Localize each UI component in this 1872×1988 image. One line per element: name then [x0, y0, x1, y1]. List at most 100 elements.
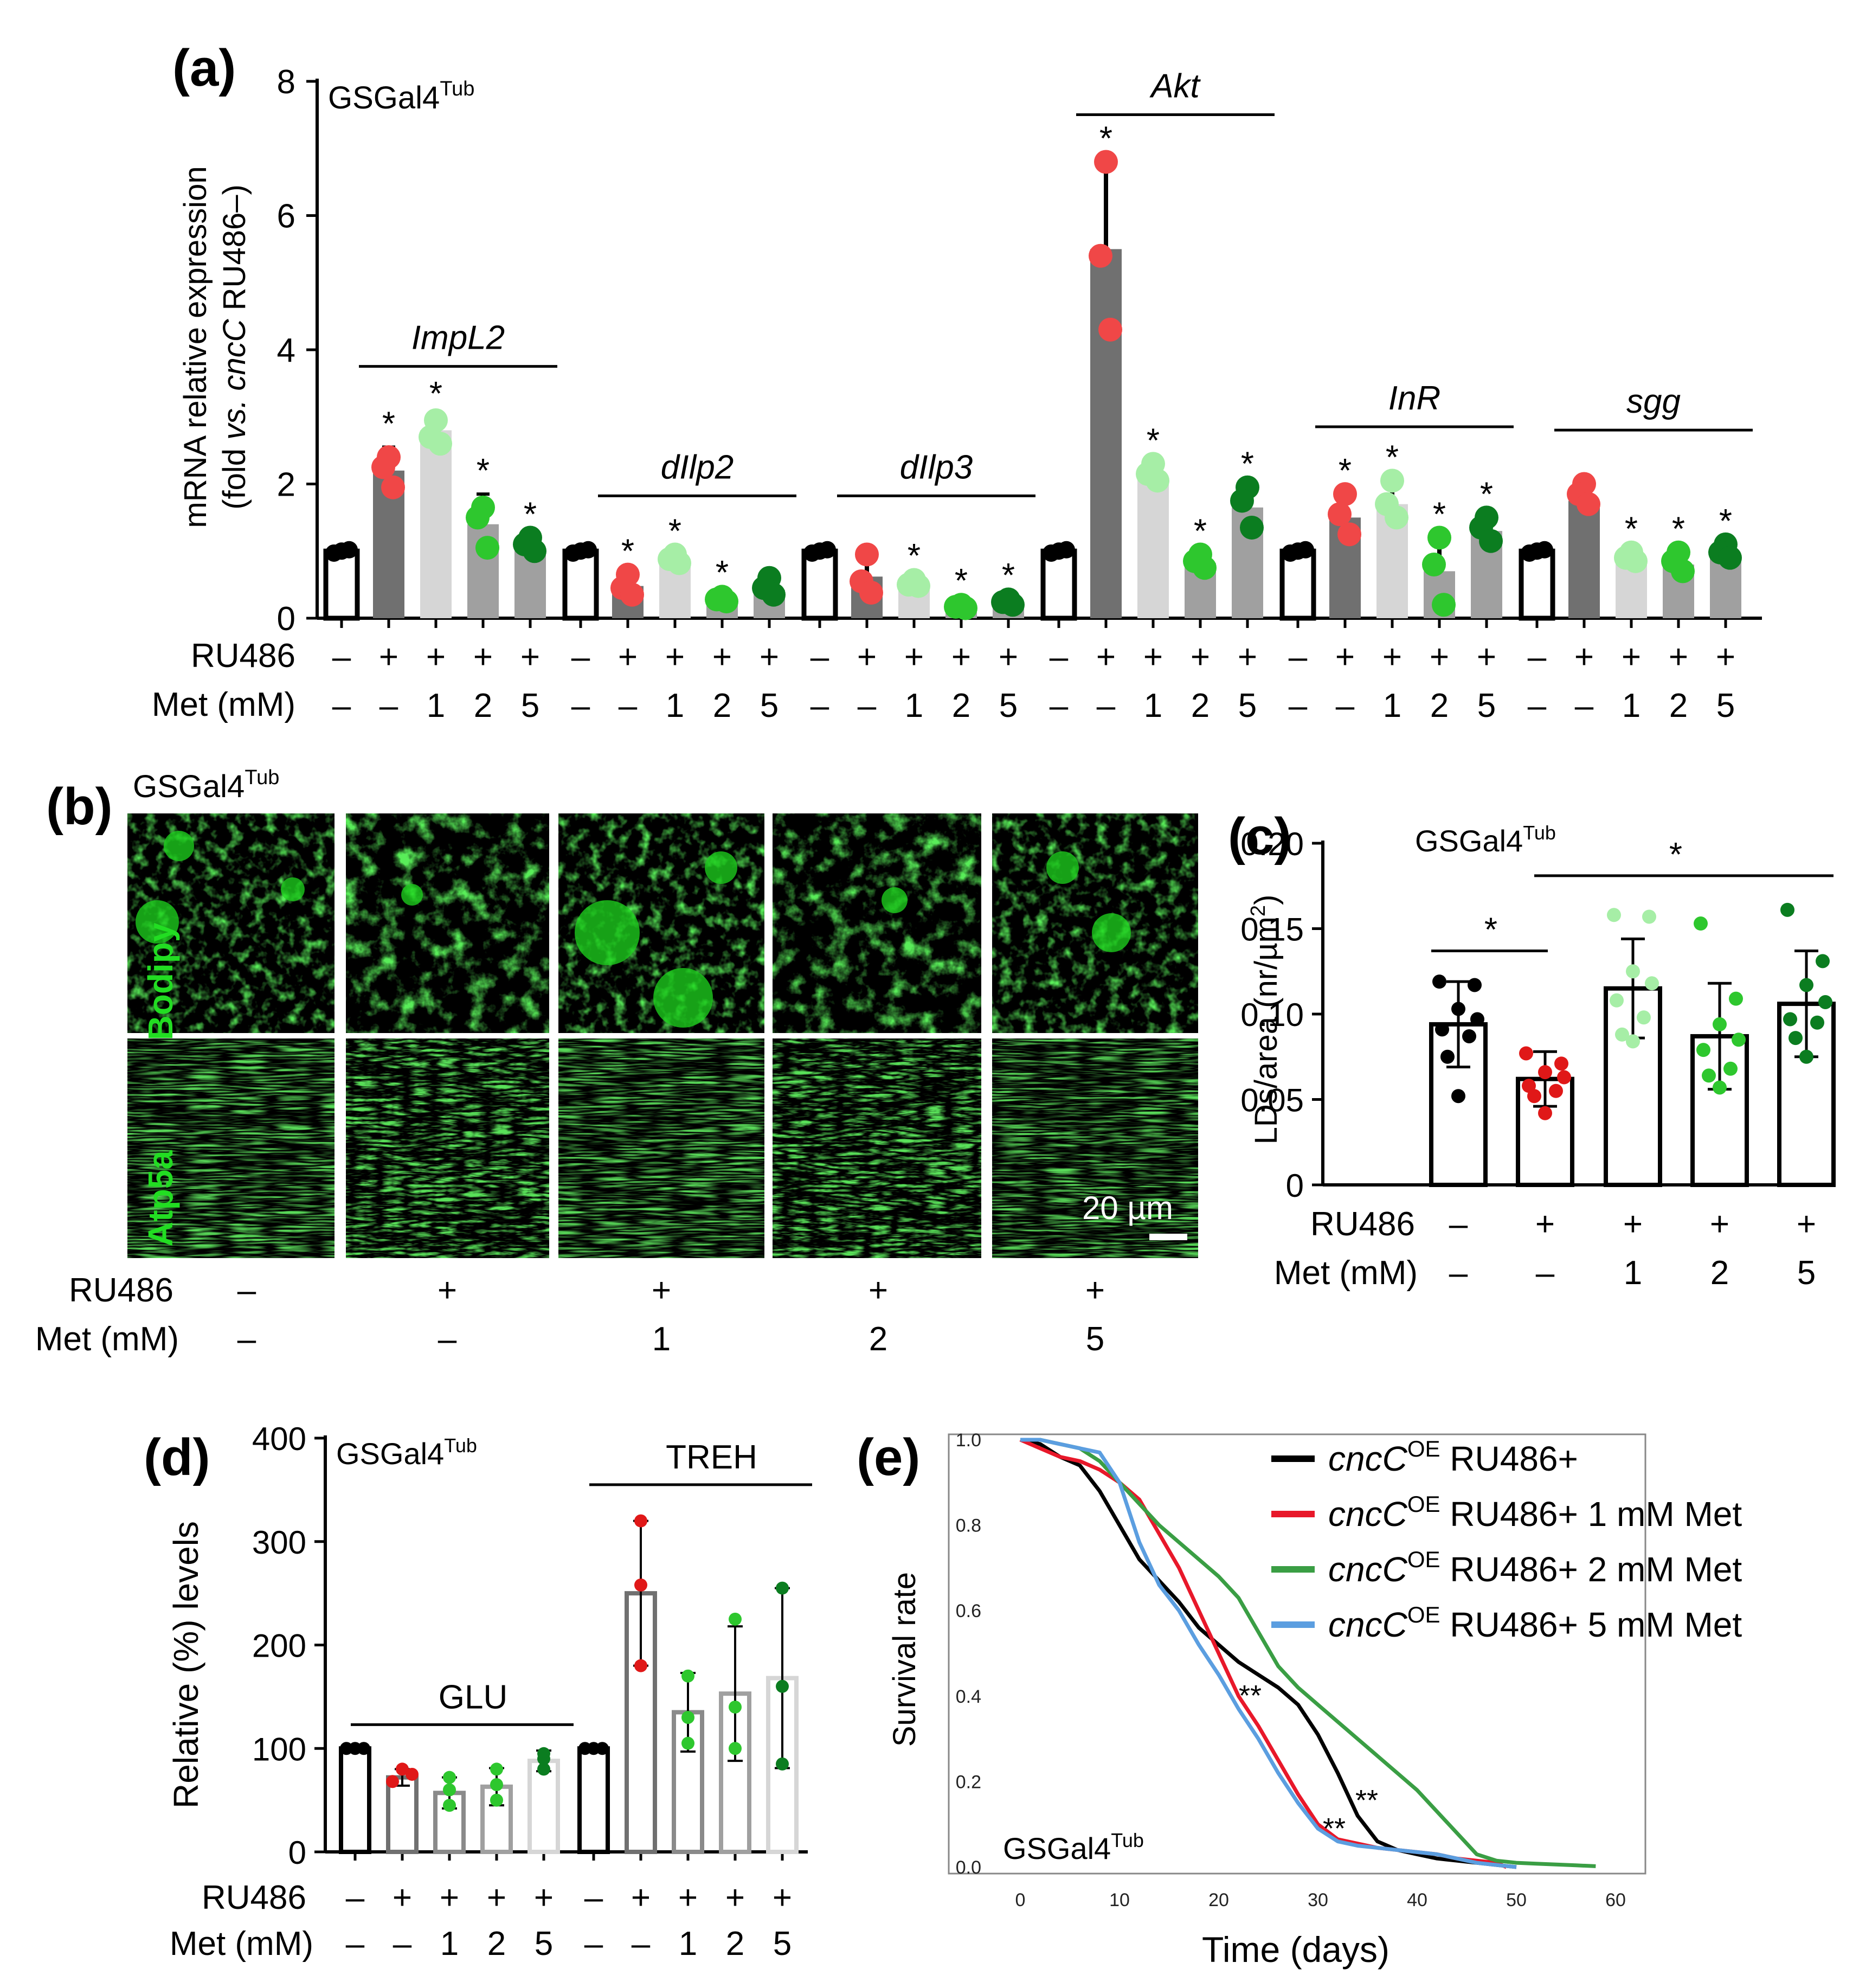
met-value: –	[1449, 1254, 1468, 1292]
significance-star: *	[668, 512, 681, 550]
panel-d-condition-rows: ––+–+1+2+5––+–+1+2+5	[346, 1879, 792, 1963]
data-point	[1440, 1049, 1455, 1064]
data-point	[1671, 559, 1695, 583]
met-value: 1	[652, 1320, 671, 1358]
panel-e-ytick-label: 0.8	[956, 1516, 981, 1536]
panel-e-xtick-label: 0	[1015, 1890, 1026, 1910]
panel-c-condition-rows: – – + – +1 +2 +5	[1449, 1205, 1816, 1292]
met-value: –	[632, 1925, 651, 1963]
ru486-value: +	[725, 1879, 745, 1916]
ru486-value: –	[584, 1879, 603, 1916]
panel-d-ytick-label: 200	[252, 1628, 306, 1664]
data-point	[1696, 1043, 1710, 1057]
data-point	[1607, 908, 1621, 922]
panel-a-ylabel: mRNA relative expression (fold vs. cncC …	[178, 166, 252, 528]
panel-a-condition-rows: ––+–+1+2+5––+–+1+2+5––+–+1+2+5––+–+1+2+5…	[332, 638, 1735, 724]
ru486-value: +	[1669, 638, 1688, 676]
panel-e-axis: 0 10 20 30 40 50 60 0.0 0.2 0.4 0.6 0.8 1.0	[956, 1430, 1626, 1910]
significance-star: *	[908, 537, 921, 575]
data-point	[1427, 525, 1451, 550]
data-point	[1380, 469, 1404, 493]
ru486-value: +	[1797, 1205, 1816, 1243]
bar	[1090, 249, 1122, 618]
lipid-droplet	[1092, 913, 1131, 952]
lipid-droplet	[164, 831, 194, 861]
data-point	[1626, 1034, 1640, 1049]
panel-b-scale-bar-label: 20 µm	[1082, 1190, 1173, 1226]
data-point	[1729, 991, 1743, 1006]
ru486-value: –	[1050, 638, 1069, 676]
ru486-value: +	[652, 1272, 671, 1309]
data-point	[1462, 1029, 1476, 1043]
data-point	[1451, 1002, 1465, 1016]
significance-star: *	[477, 452, 490, 490]
ru486-value: +	[473, 638, 493, 676]
data-point	[357, 1742, 370, 1755]
lipid-droplet	[653, 968, 713, 1028]
data-point	[1536, 541, 1553, 559]
panel-d-letter: (d)	[144, 1428, 210, 1486]
lipid-droplet	[401, 884, 423, 906]
ru486-value: +	[1382, 638, 1402, 676]
data-point	[1432, 974, 1446, 989]
data-point	[1799, 1049, 1813, 1064]
data-point	[1297, 541, 1314, 559]
data-point	[1818, 995, 1832, 1009]
ru486-value: +	[440, 1879, 459, 1916]
data-point	[1549, 1083, 1563, 1098]
met-value: 5	[1086, 1320, 1104, 1358]
panel-c-ytick-label: 0.05	[1240, 1082, 1304, 1119]
significance-star: *	[1386, 439, 1399, 476]
data-point	[1783, 1012, 1797, 1027]
bar	[323, 548, 360, 621]
significance-star: *	[524, 496, 537, 534]
data-point	[1240, 515, 1264, 540]
panel-d-ytick-label: 100	[252, 1731, 306, 1767]
legend-entry: cncCOE RU486+	[1328, 1436, 1578, 1478]
panel-e-ylabel: Survival rate	[887, 1572, 922, 1747]
met-value: 5	[1238, 687, 1257, 724]
group-label-GLU: GLU	[439, 1678, 507, 1716]
ru486-value: +	[1238, 638, 1257, 676]
met-value: –	[1289, 687, 1308, 724]
data-point	[681, 1711, 694, 1724]
data-point	[596, 1742, 609, 1755]
data-point	[580, 541, 597, 559]
panel-e-legend: cncCOE RU486+ cncCOE RU486+ 1 mM Met cncCO…	[1271, 1436, 1742, 1644]
ru486-value: +	[1191, 638, 1210, 676]
ru486-value: –	[1449, 1205, 1468, 1243]
met-value: –	[1575, 687, 1594, 724]
panel-e-xtick-label: 10	[1109, 1890, 1130, 1910]
met-value: –	[237, 1320, 256, 1358]
significance-star: *	[1002, 557, 1015, 594]
data-point	[715, 589, 738, 614]
data-point	[406, 1767, 419, 1781]
met-value: 5	[535, 1925, 553, 1963]
data-point	[634, 1578, 647, 1592]
met-value: –	[1097, 687, 1116, 724]
met-value: 5	[999, 687, 1018, 724]
panel-c-strain: GSGal4Tub	[1415, 822, 1556, 858]
data-point	[776, 1679, 789, 1693]
panel-e-xtick-label: 50	[1506, 1890, 1527, 1910]
data-point	[490, 1778, 503, 1792]
data-point	[386, 1775, 399, 1788]
met-value: 1	[1622, 687, 1641, 724]
data-point	[1557, 1070, 1571, 1085]
data-point	[1058, 541, 1075, 559]
data-point	[428, 432, 452, 456]
data-point	[1098, 317, 1122, 342]
met-value: –	[438, 1320, 457, 1358]
atp5a-image	[992, 1038, 1198, 1258]
bodipy-image	[773, 813, 981, 1033]
bar	[1279, 548, 1316, 621]
panel-e-ytick-label: 0.6	[956, 1601, 981, 1621]
panel-b-scale-bar	[1149, 1234, 1187, 1240]
data-point	[490, 1793, 503, 1807]
met-value: –	[1050, 687, 1069, 724]
panel-e-xlabel: Time (days)	[1202, 1929, 1389, 1970]
met-value: 5	[521, 687, 539, 724]
significance-star: *	[955, 562, 968, 600]
data-point	[1385, 505, 1408, 530]
bar	[386, 1775, 419, 1854]
